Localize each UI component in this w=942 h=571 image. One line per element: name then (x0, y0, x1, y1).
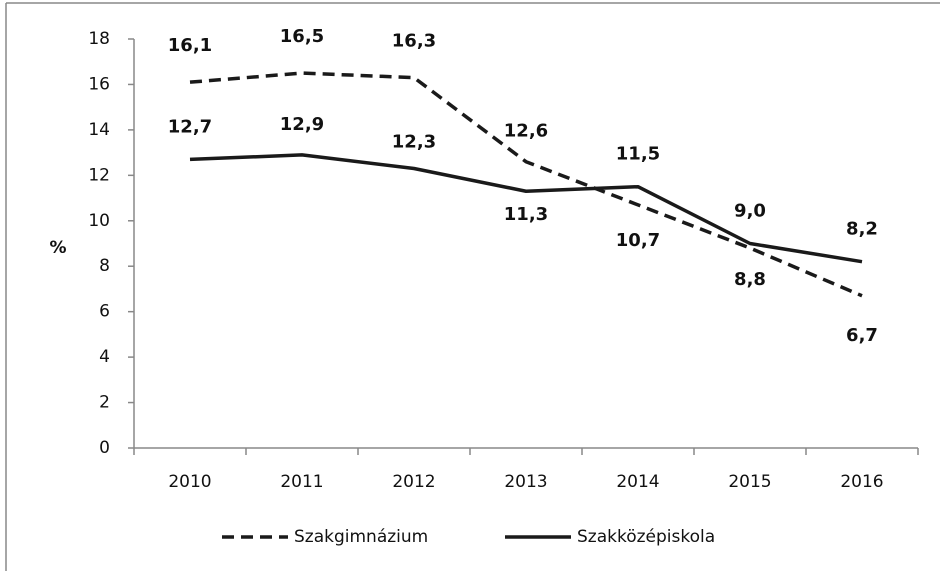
y-tick-label: 6 (99, 302, 110, 322)
data-label: 12,3 (392, 132, 436, 153)
series-line (189, 153, 863, 264)
data-label: 11,3 (504, 204, 548, 225)
y-axis-label: % (49, 238, 66, 258)
data-label: 16,5 (280, 26, 324, 47)
data-label: 12,6 (504, 121, 548, 142)
y-tick-label: 10 (88, 211, 110, 231)
x-tick-label: 2012 (392, 472, 435, 492)
y-tick-label: 18 (88, 29, 110, 49)
series-line (189, 71, 863, 298)
data-label: 12,7 (168, 116, 212, 137)
x-tick-label: 2014 (616, 472, 659, 492)
y-tick-label: 8 (99, 256, 110, 276)
data-label: 16,1 (168, 35, 212, 56)
x-tick-label: 2015 (728, 472, 771, 492)
data-label: 10,7 (616, 230, 660, 251)
y-tick-label: 16 (88, 74, 110, 94)
y-tick-label: 12 (88, 165, 110, 185)
y-tick-label: 0 (99, 438, 110, 458)
data-label: 11,5 (616, 144, 660, 165)
data-label: 12,9 (280, 114, 324, 135)
y-tick-label: 14 (88, 120, 110, 140)
x-tick-label: 2013 (504, 472, 547, 492)
data-label: 6,7 (846, 325, 878, 346)
data-label: 9,0 (734, 201, 766, 222)
y-tick-label: 4 (99, 347, 110, 367)
y-tick-label: 2 (99, 393, 110, 413)
legend-label: Szakközépiskola (577, 527, 715, 547)
data-label: 8,8 (734, 269, 766, 290)
data-label: 8,2 (846, 219, 878, 240)
data-label: 16,3 (392, 31, 436, 52)
x-tick-label: 2016 (840, 472, 883, 492)
x-tick-label: 2011 (280, 472, 323, 492)
legend-label: Szakgimnázium (294, 527, 428, 547)
x-tick-label: 2010 (168, 472, 211, 492)
